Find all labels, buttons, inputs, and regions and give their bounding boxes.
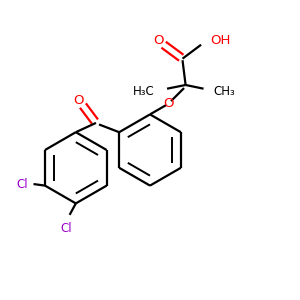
Text: OH: OH [210, 34, 231, 46]
Text: CH₃: CH₃ [214, 85, 235, 98]
Text: Cl: Cl [16, 178, 28, 190]
Text: O: O [153, 34, 164, 47]
Text: O: O [163, 97, 174, 110]
Text: O: O [73, 94, 83, 107]
Text: H₃C: H₃C [133, 85, 154, 98]
Text: Cl: Cl [61, 222, 72, 235]
